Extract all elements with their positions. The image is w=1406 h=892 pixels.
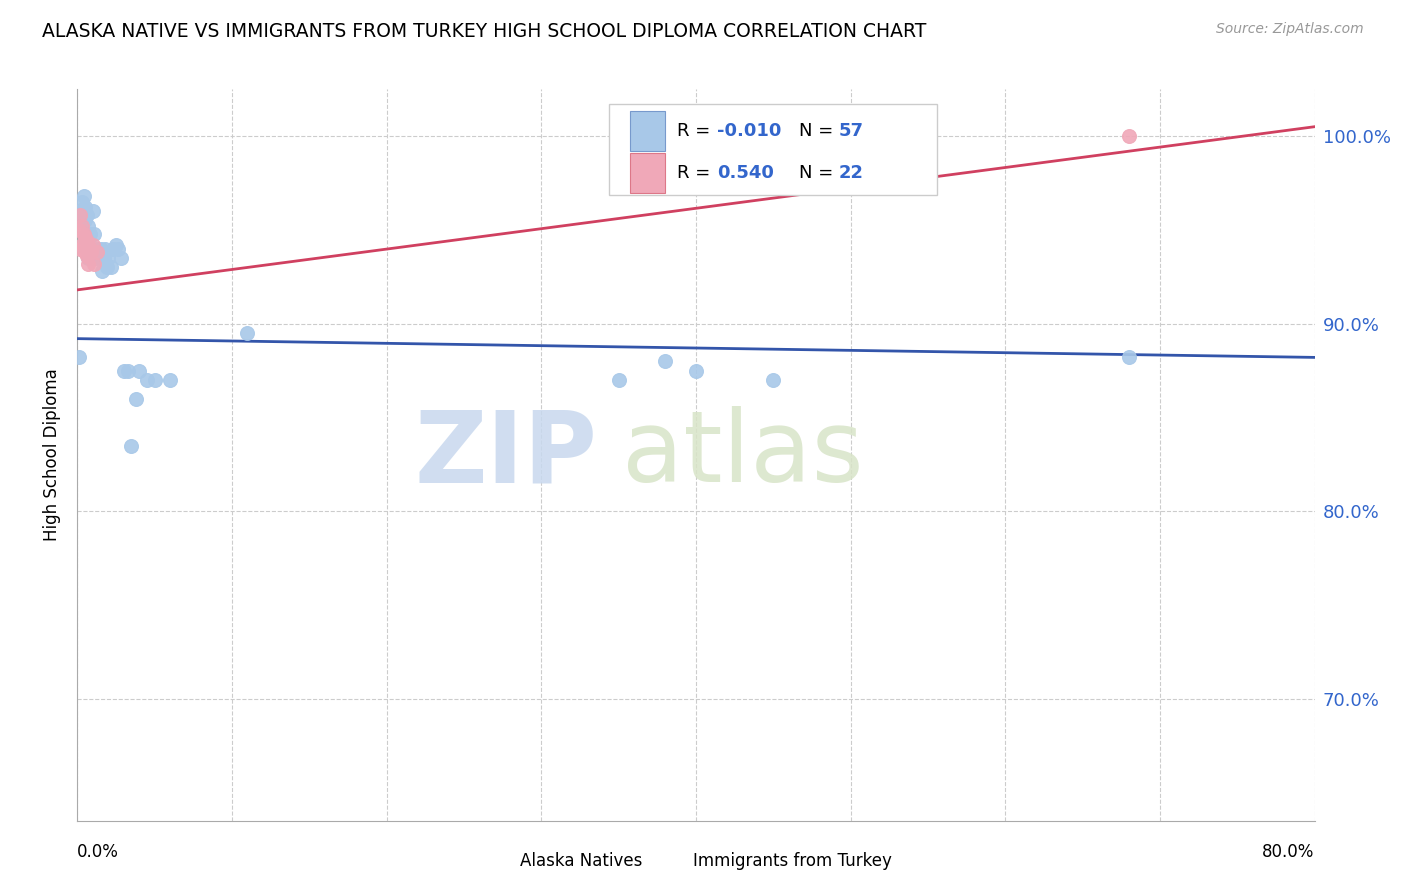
Text: atlas: atlas xyxy=(621,407,863,503)
Point xyxy=(75,200,96,214)
Text: R =: R = xyxy=(678,121,717,140)
Point xyxy=(685,363,707,377)
Point xyxy=(97,251,120,265)
Point xyxy=(101,242,124,256)
Text: 80.0%: 80.0% xyxy=(1263,843,1315,861)
Point xyxy=(128,363,150,377)
Text: Source: ZipAtlas.com: Source: ZipAtlas.com xyxy=(1216,22,1364,37)
Point xyxy=(654,354,676,368)
Point xyxy=(121,438,143,452)
Point xyxy=(76,249,98,263)
Point xyxy=(136,373,159,387)
Point xyxy=(75,230,96,244)
Point xyxy=(125,392,148,406)
Point xyxy=(79,227,101,241)
FancyBboxPatch shape xyxy=(630,111,665,151)
Point xyxy=(70,213,93,227)
Point xyxy=(82,238,104,252)
Point xyxy=(77,238,100,252)
Text: Alaska Natives: Alaska Natives xyxy=(520,852,643,870)
Y-axis label: High School Diploma: High School Diploma xyxy=(44,368,62,541)
Point xyxy=(107,242,129,256)
Point xyxy=(86,245,108,260)
Point xyxy=(77,232,100,246)
Point xyxy=(762,373,785,387)
Text: -0.010: -0.010 xyxy=(717,121,782,140)
FancyBboxPatch shape xyxy=(609,103,938,195)
Point xyxy=(70,219,93,233)
Point xyxy=(117,363,139,377)
Point xyxy=(76,208,98,222)
Point xyxy=(83,257,105,271)
Point xyxy=(159,373,181,387)
Point xyxy=(1118,351,1140,365)
Text: Immigrants from Turkey: Immigrants from Turkey xyxy=(693,852,893,870)
Point xyxy=(75,213,96,227)
Point xyxy=(77,219,100,233)
Point xyxy=(143,373,166,387)
Text: 0.540: 0.540 xyxy=(717,163,773,182)
Point xyxy=(82,204,104,219)
Point xyxy=(76,234,98,248)
Point xyxy=(80,245,103,260)
Text: 57: 57 xyxy=(838,121,863,140)
Point xyxy=(77,257,100,271)
Text: R =: R = xyxy=(678,163,717,182)
Point xyxy=(84,251,107,265)
Point xyxy=(72,227,94,241)
FancyBboxPatch shape xyxy=(659,847,686,875)
Text: N =: N = xyxy=(799,121,838,140)
Point xyxy=(110,251,132,265)
Point xyxy=(69,204,91,219)
Point xyxy=(90,242,112,256)
FancyBboxPatch shape xyxy=(485,847,513,875)
Point xyxy=(607,373,630,387)
Point xyxy=(80,242,103,256)
Point xyxy=(79,242,101,256)
Point xyxy=(67,223,90,237)
Point xyxy=(96,260,118,275)
Text: N =: N = xyxy=(799,163,838,182)
Text: ALASKA NATIVE VS IMMIGRANTS FROM TURKEY HIGH SCHOOL DIPLOMA CORRELATION CHART: ALASKA NATIVE VS IMMIGRANTS FROM TURKEY … xyxy=(42,22,927,41)
Point xyxy=(72,242,94,256)
Point xyxy=(70,194,93,209)
Point xyxy=(91,264,114,278)
Point xyxy=(76,227,98,241)
Point xyxy=(236,326,259,340)
Point xyxy=(90,251,112,265)
Point xyxy=(83,227,105,241)
Text: ZIP: ZIP xyxy=(415,407,598,503)
Point xyxy=(72,189,94,203)
Point xyxy=(67,351,90,365)
Point xyxy=(105,238,128,252)
Point xyxy=(93,251,115,265)
Point xyxy=(94,242,117,256)
Point xyxy=(75,232,96,246)
Point xyxy=(80,251,103,265)
Point xyxy=(77,251,100,265)
Point xyxy=(75,245,96,260)
Point xyxy=(69,242,91,256)
Point xyxy=(70,238,93,252)
FancyBboxPatch shape xyxy=(630,153,665,193)
Point xyxy=(112,363,135,377)
Point xyxy=(100,260,122,275)
Point xyxy=(1118,129,1140,144)
Text: 22: 22 xyxy=(838,163,863,182)
Point xyxy=(86,242,108,256)
Point xyxy=(76,242,98,256)
Text: 0.0%: 0.0% xyxy=(77,843,120,861)
Point xyxy=(79,242,101,256)
Point xyxy=(69,208,91,222)
